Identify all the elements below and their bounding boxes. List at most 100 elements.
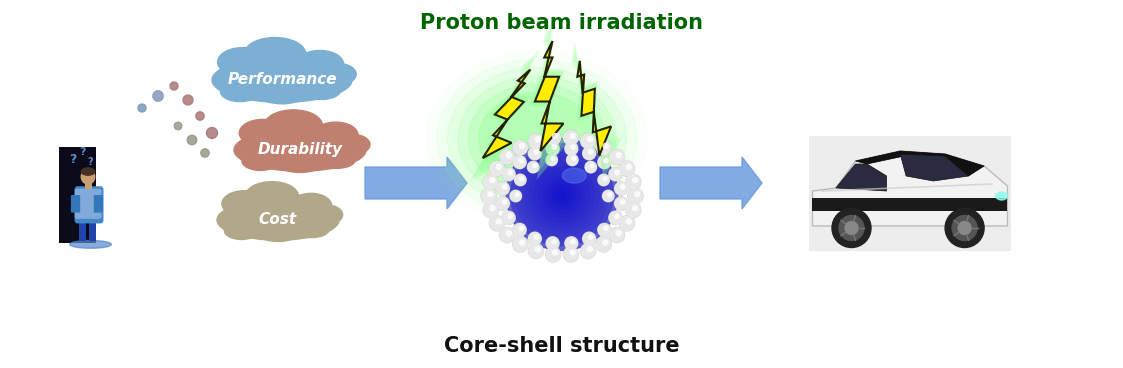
Circle shape xyxy=(511,144,613,246)
Circle shape xyxy=(201,149,209,157)
Circle shape xyxy=(617,153,621,158)
Polygon shape xyxy=(836,164,886,191)
Circle shape xyxy=(138,104,146,112)
Circle shape xyxy=(632,178,638,183)
Circle shape xyxy=(519,158,523,163)
Polygon shape xyxy=(901,154,968,181)
Circle shape xyxy=(514,174,527,186)
Ellipse shape xyxy=(241,151,279,170)
Circle shape xyxy=(614,214,619,218)
Circle shape xyxy=(610,227,624,243)
Circle shape xyxy=(532,164,537,168)
Circle shape xyxy=(609,168,622,181)
Circle shape xyxy=(604,226,609,230)
Circle shape xyxy=(546,130,560,145)
Circle shape xyxy=(500,228,514,242)
Circle shape xyxy=(524,158,600,232)
Circle shape xyxy=(520,143,524,148)
Circle shape xyxy=(553,133,557,138)
Circle shape xyxy=(565,237,578,250)
Ellipse shape xyxy=(220,81,259,102)
Circle shape xyxy=(583,147,596,160)
FancyBboxPatch shape xyxy=(93,195,103,213)
Circle shape xyxy=(614,197,628,210)
FancyBboxPatch shape xyxy=(89,223,97,241)
Polygon shape xyxy=(483,70,530,158)
Circle shape xyxy=(510,190,522,202)
Circle shape xyxy=(508,170,512,175)
Circle shape xyxy=(183,95,193,105)
Circle shape xyxy=(585,162,596,173)
Circle shape xyxy=(548,181,576,209)
Circle shape xyxy=(490,178,495,183)
Circle shape xyxy=(583,232,596,245)
Circle shape xyxy=(564,131,578,145)
Circle shape xyxy=(585,161,596,173)
Circle shape xyxy=(520,177,523,181)
FancyBboxPatch shape xyxy=(71,195,80,213)
Circle shape xyxy=(832,209,871,248)
Circle shape xyxy=(597,156,611,169)
Circle shape xyxy=(546,247,560,262)
Ellipse shape xyxy=(295,221,329,238)
Circle shape xyxy=(609,211,622,224)
Circle shape xyxy=(597,223,611,237)
Circle shape xyxy=(484,203,497,217)
Circle shape xyxy=(170,82,179,90)
Circle shape xyxy=(481,188,496,204)
Circle shape xyxy=(535,149,539,154)
Circle shape xyxy=(528,162,539,173)
Circle shape xyxy=(502,211,515,224)
Circle shape xyxy=(513,156,527,169)
Circle shape xyxy=(620,162,634,176)
Polygon shape xyxy=(572,40,621,180)
Circle shape xyxy=(564,247,578,262)
Circle shape xyxy=(506,153,511,158)
Circle shape xyxy=(597,223,611,236)
Polygon shape xyxy=(529,17,570,180)
Circle shape xyxy=(564,130,578,145)
Circle shape xyxy=(490,161,504,176)
Ellipse shape xyxy=(225,221,258,240)
Circle shape xyxy=(490,206,495,211)
Circle shape xyxy=(614,197,628,210)
Ellipse shape xyxy=(302,81,340,99)
Polygon shape xyxy=(577,61,611,155)
Circle shape xyxy=(513,237,528,252)
Polygon shape xyxy=(533,35,565,158)
Ellipse shape xyxy=(277,155,322,173)
Polygon shape xyxy=(574,51,617,168)
Text: ?: ? xyxy=(80,147,86,157)
Circle shape xyxy=(487,192,493,197)
Circle shape xyxy=(502,167,515,181)
Circle shape xyxy=(539,171,585,218)
Text: Core-shell structure: Core-shell structure xyxy=(445,336,679,356)
Ellipse shape xyxy=(258,85,305,104)
Circle shape xyxy=(587,137,592,142)
Circle shape xyxy=(207,127,218,138)
Ellipse shape xyxy=(319,151,356,169)
Ellipse shape xyxy=(217,200,339,240)
Circle shape xyxy=(958,222,971,234)
Circle shape xyxy=(546,154,557,166)
Circle shape xyxy=(565,142,578,155)
Circle shape xyxy=(596,141,611,155)
Polygon shape xyxy=(813,151,1007,226)
Text: ?: ? xyxy=(88,157,93,167)
Circle shape xyxy=(483,174,499,190)
Circle shape xyxy=(628,188,643,204)
Circle shape xyxy=(508,214,512,218)
Circle shape xyxy=(502,185,506,189)
Circle shape xyxy=(496,182,509,195)
Ellipse shape xyxy=(296,50,344,78)
Circle shape xyxy=(610,228,624,242)
Circle shape xyxy=(528,161,539,173)
FancyBboxPatch shape xyxy=(809,136,1012,251)
Circle shape xyxy=(627,219,631,224)
Ellipse shape xyxy=(70,240,111,248)
Circle shape xyxy=(520,240,524,245)
Ellipse shape xyxy=(264,110,322,141)
Circle shape xyxy=(195,112,204,120)
Ellipse shape xyxy=(239,119,286,146)
Circle shape xyxy=(513,223,527,237)
